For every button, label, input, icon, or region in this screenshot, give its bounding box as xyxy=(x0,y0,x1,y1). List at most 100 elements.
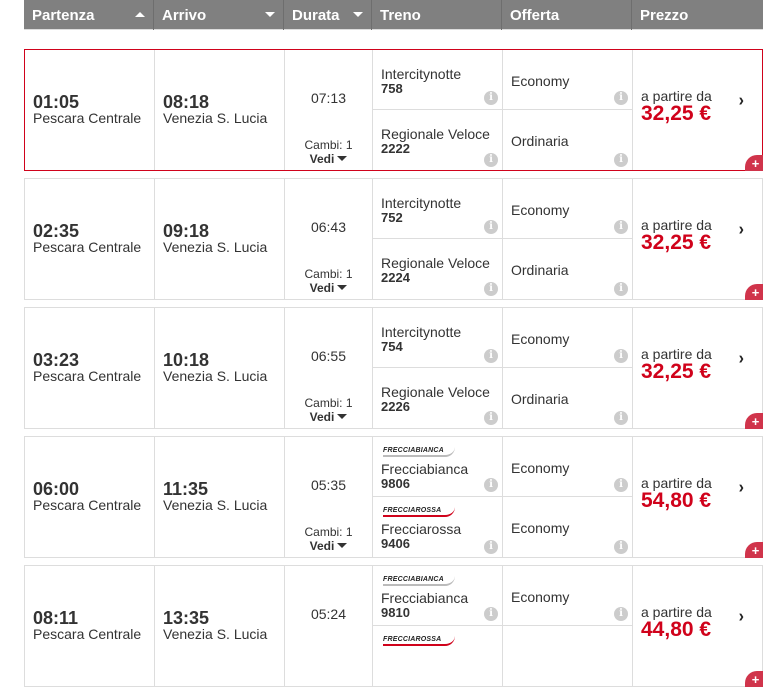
offer-leg: Ordinaria i xyxy=(503,110,632,171)
show-details-link[interactable]: Vedi xyxy=(285,410,372,424)
column-header-partenza[interactable]: Partenza xyxy=(24,0,154,30)
price: 44,80 € xyxy=(641,618,712,641)
info-icon[interactable]: i xyxy=(614,540,628,554)
column-header-durata[interactable]: Durata xyxy=(284,0,372,30)
price-cell[interactable]: a partire da 32,25 € › + xyxy=(633,308,763,429)
duration: 06:43 xyxy=(310,219,347,235)
solution-row[interactable]: 08:11 Pescara Centrale 13:35 Venezia S. … xyxy=(24,565,763,687)
offer-cell: Economy i xyxy=(503,566,633,686)
info-icon[interactable]: i xyxy=(484,607,498,621)
info-icon[interactable]: i xyxy=(484,540,498,554)
departure-time: 08:11 xyxy=(33,608,79,628)
info-icon[interactable]: i xyxy=(484,411,498,425)
info-icon[interactable]: i xyxy=(614,282,628,296)
chevron-right-icon[interactable]: › xyxy=(738,220,744,239)
price-cell[interactable]: a partire da 32,25 € › + xyxy=(633,50,763,171)
plus-icon[interactable]: + xyxy=(745,413,763,429)
price: 32,25 € xyxy=(641,360,712,383)
solution-row[interactable]: 03:23 Pescara Centrale 10:18 Venezia S. … xyxy=(24,307,763,429)
offer-leg: Economy i xyxy=(503,50,632,110)
arrival-station: Venezia S. Lucia xyxy=(163,368,268,384)
duration: 07:13 xyxy=(310,90,347,106)
info-icon[interactable]: i xyxy=(484,349,498,363)
info-icon[interactable]: i xyxy=(614,478,628,492)
solution-row[interactable]: 02:35 Pescara Centrale 09:18 Venezia S. … xyxy=(24,178,763,300)
offer-leg: Economy i xyxy=(503,179,632,239)
train-number: 2224 xyxy=(381,270,410,285)
sort-down-icon[interactable] xyxy=(353,12,363,17)
duration: 06:55 xyxy=(310,348,347,364)
show-details-link[interactable]: Vedi xyxy=(285,152,372,166)
show-details-link[interactable]: Vedi xyxy=(285,539,372,553)
changes-count: Cambi: 1 xyxy=(285,138,372,152)
price-cell[interactable]: a partire da 44,80 € › + xyxy=(633,566,763,687)
train-leg: Regionale Veloce 2226 i xyxy=(373,368,502,429)
sort-up-icon[interactable] xyxy=(135,12,145,17)
info-icon[interactable]: i xyxy=(484,153,498,167)
arrival-time: 08:18 xyxy=(163,92,210,112)
duration-cell: 05:35 Cambi: 1 Vedi xyxy=(285,437,373,557)
duration-cell: 06:43 Cambi: 1 Vedi xyxy=(285,179,373,299)
plus-icon[interactable]: + xyxy=(745,542,763,558)
price-cell[interactable]: a partire da 54,80 € › + xyxy=(633,437,763,558)
train-name: Intercitynotte xyxy=(381,195,462,211)
train-leg: FRECCIABIANCA Frecciabianca 9806 i xyxy=(373,437,502,497)
arrival-cell: 08:18 Venezia S. Lucia xyxy=(155,50,285,170)
changes-count: Cambi: 1 xyxy=(285,267,372,281)
info-icon[interactable]: i xyxy=(484,478,498,492)
chevron-right-icon[interactable]: › xyxy=(738,91,744,110)
offer-cell: Economy i Ordinaria i xyxy=(503,179,633,299)
plus-icon[interactable]: + xyxy=(745,671,763,687)
info-icon[interactable]: i xyxy=(614,153,628,167)
departure-cell: 06:00 Pescara Centrale xyxy=(25,437,155,557)
price-from-label: a partire da xyxy=(641,604,712,620)
train-cell: Intercitynotte 754 i Regionale Veloce 22… xyxy=(373,308,503,428)
arrival-time: 11:35 xyxy=(163,479,209,499)
departure-station: Pescara Centrale xyxy=(33,239,142,255)
info-icon[interactable]: i xyxy=(484,220,498,234)
chevron-right-icon[interactable]: › xyxy=(738,349,744,368)
column-header-treno: Treno xyxy=(372,0,502,30)
arrival-cell: 10:18 Venezia S. Lucia xyxy=(155,308,285,428)
offer-cell: Economy i Economy i xyxy=(503,437,633,557)
offer-leg: Economy i xyxy=(503,566,632,626)
info-icon[interactable]: i xyxy=(484,282,498,296)
train-name: Frecciabianca xyxy=(381,590,469,606)
train-number: 752 xyxy=(381,210,403,225)
offer-name: Ordinaria xyxy=(511,391,569,407)
info-icon[interactable]: i xyxy=(614,349,628,363)
train-leg: Intercitynotte 754 i xyxy=(373,308,502,368)
info-icon[interactable]: i xyxy=(484,91,498,105)
plus-icon[interactable]: + xyxy=(745,284,763,300)
column-header-label: Partenza xyxy=(32,7,95,24)
info-icon[interactable]: i xyxy=(614,220,628,234)
price-from-label: a partire da xyxy=(641,88,712,104)
train-number: 9806 xyxy=(381,476,410,491)
solution-row[interactable]: 01:05 Pescara Centrale 08:18 Venezia S. … xyxy=(24,49,763,171)
info-icon[interactable]: i xyxy=(614,411,628,425)
train-leg: Regionale Veloce 2224 i xyxy=(373,239,502,300)
price-from-label: a partire da xyxy=(641,475,712,491)
offer-name: Economy xyxy=(511,202,570,218)
info-icon[interactable]: i xyxy=(614,91,628,105)
show-details-link[interactable]: Vedi xyxy=(285,281,372,295)
price-cell[interactable]: a partire da 32,25 € › + xyxy=(633,179,763,300)
chevron-right-icon[interactable]: › xyxy=(738,478,744,497)
departure-station: Pescara Centrale xyxy=(33,110,142,126)
changes-count: Cambi: 1 xyxy=(285,525,372,539)
departure-cell: 08:11 Pescara Centrale xyxy=(25,566,155,686)
solution-row[interactable]: 06:00 Pescara Centrale 11:35 Venezia S. … xyxy=(24,436,763,558)
duration-cell: 07:13 Cambi: 1 Vedi xyxy=(285,50,373,170)
price: 32,25 € xyxy=(641,231,712,254)
info-icon[interactable]: i xyxy=(614,607,628,621)
train-number: 2226 xyxy=(381,399,410,414)
plus-icon[interactable]: + xyxy=(745,155,763,171)
column-header-arrivo[interactable]: Arrivo xyxy=(154,0,284,30)
changes-count: Cambi: 1 xyxy=(285,396,372,410)
train-cell: FRECCIABIANCA Frecciabianca 9806 i FRECC… xyxy=(373,437,503,557)
offer-name: Economy xyxy=(511,460,570,476)
arrival-station: Venezia S. Lucia xyxy=(163,110,268,126)
train-brand-logo: FRECCIABIANCA xyxy=(383,576,455,586)
chevron-right-icon[interactable]: › xyxy=(738,607,744,626)
sort-down-icon[interactable] xyxy=(265,12,275,17)
